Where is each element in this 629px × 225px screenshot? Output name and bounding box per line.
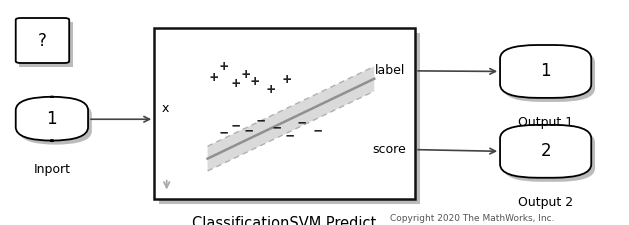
Text: +: + bbox=[266, 83, 275, 97]
Text: +: + bbox=[219, 61, 228, 74]
Text: Inport: Inport bbox=[33, 163, 70, 176]
Text: label: label bbox=[376, 64, 406, 77]
Text: 2: 2 bbox=[540, 142, 551, 160]
Text: +: + bbox=[250, 75, 259, 89]
Text: −: − bbox=[298, 116, 306, 130]
FancyBboxPatch shape bbox=[504, 129, 595, 182]
Text: Output 1: Output 1 bbox=[518, 116, 573, 129]
Text: −: − bbox=[285, 128, 294, 142]
Text: 1: 1 bbox=[47, 110, 57, 128]
Text: −: − bbox=[219, 126, 228, 140]
FancyBboxPatch shape bbox=[500, 45, 591, 98]
Text: score: score bbox=[372, 143, 406, 156]
Text: 1: 1 bbox=[540, 63, 551, 81]
Text: x: x bbox=[162, 102, 169, 115]
Text: −: − bbox=[244, 124, 253, 137]
Bar bbox=[19, 22, 73, 67]
Text: −: − bbox=[231, 118, 240, 132]
Text: +: + bbox=[241, 68, 250, 82]
Text: ?: ? bbox=[38, 32, 47, 50]
FancyBboxPatch shape bbox=[504, 49, 595, 102]
FancyBboxPatch shape bbox=[16, 97, 88, 141]
Text: −: − bbox=[313, 124, 322, 137]
Text: ClassificationSVM Predict: ClassificationSVM Predict bbox=[192, 216, 377, 225]
Text: −: − bbox=[272, 120, 281, 134]
Text: −: − bbox=[257, 113, 265, 127]
FancyBboxPatch shape bbox=[19, 101, 92, 145]
Text: Output 2: Output 2 bbox=[518, 196, 573, 209]
FancyBboxPatch shape bbox=[16, 18, 69, 63]
FancyBboxPatch shape bbox=[159, 33, 420, 204]
Text: +: + bbox=[282, 73, 291, 87]
FancyBboxPatch shape bbox=[154, 28, 415, 199]
Polygon shape bbox=[208, 66, 374, 171]
Text: +: + bbox=[231, 77, 240, 91]
Text: Copyright 2020 The MathWorks, Inc.: Copyright 2020 The MathWorks, Inc. bbox=[389, 214, 554, 223]
Text: +: + bbox=[209, 71, 218, 85]
FancyBboxPatch shape bbox=[500, 125, 591, 178]
